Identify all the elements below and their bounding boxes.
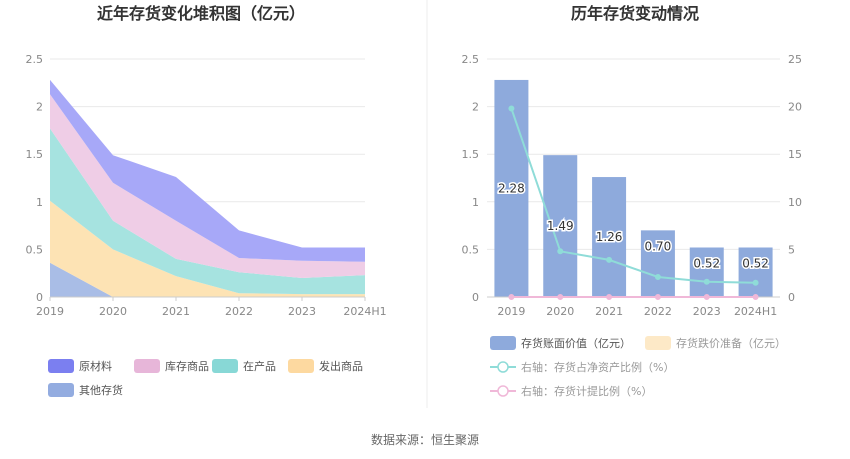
legend-label: 原材料 xyxy=(79,359,112,373)
line-point xyxy=(508,294,515,300)
line-point xyxy=(508,105,515,112)
inventory-bar-line-chart: 0 0.5 1 1.5 2 2.5 0 5 10 15 20 25 2019 2020 2021 2022 20… xyxy=(462,53,803,398)
x-tick-label: 2020 xyxy=(546,305,574,318)
line-point xyxy=(654,274,661,281)
legend-swatch xyxy=(48,359,74,373)
y2-tick-label: 5 xyxy=(788,243,795,256)
y-tick-label: 0.5 xyxy=(26,243,44,256)
y-tick-label: 1.5 xyxy=(26,148,44,161)
y-tick-label: 1.5 xyxy=(462,148,480,161)
bar-data-label: 2.28 xyxy=(498,181,525,195)
ratio-line-net-assets xyxy=(510,108,756,284)
legend-swatch xyxy=(48,383,74,397)
legend-swatch xyxy=(645,336,671,350)
legend-swatch xyxy=(288,359,314,373)
bar-data-label: 0.70 xyxy=(645,239,672,253)
y2-tick-label: 15 xyxy=(788,148,802,161)
line-point xyxy=(606,256,613,263)
y-tick-label: 2.5 xyxy=(462,53,480,66)
y-tick-label: 1 xyxy=(36,196,43,209)
bar-data-label: 1.49 xyxy=(547,219,574,233)
x-tick-label: 2019 xyxy=(36,305,64,318)
data-source-note: 数据来源：恒生聚源 xyxy=(371,432,479,447)
x-tick-label: 2022 xyxy=(644,305,672,318)
legend-swatch xyxy=(212,359,238,373)
line-point xyxy=(557,294,564,300)
y-tick-label: 2 xyxy=(36,101,43,114)
x-tick-label: 2020 xyxy=(99,305,127,318)
y-tick-label: 0 xyxy=(472,291,479,304)
legend-label: 在产品 xyxy=(243,359,276,373)
area-series-2 xyxy=(50,200,365,297)
line-point xyxy=(606,294,613,300)
line-point xyxy=(557,248,564,255)
area-series-4 xyxy=(50,94,365,278)
x-tick-label: 2024H1 xyxy=(734,305,777,318)
line-point xyxy=(752,294,759,300)
area-series-1 xyxy=(50,262,365,297)
stacked-area-chart: 0 0.5 1 1.5 2 2.5 2019 2020 2021 2022 2023 2024H1 原材… xyxy=(26,53,387,397)
x-tick-label: 2021 xyxy=(162,305,190,318)
area-series-3 xyxy=(50,128,365,295)
legend-swatch xyxy=(134,359,160,373)
left-chart-title: 近年存货变化堆积图（亿元） xyxy=(97,4,305,23)
bar xyxy=(738,247,773,297)
y-tick-label: 2.5 xyxy=(26,53,44,66)
line-point xyxy=(654,294,661,300)
x-tick-label: 2023 xyxy=(288,305,316,318)
y-tick-label: 0.5 xyxy=(462,243,480,256)
bar xyxy=(640,230,675,297)
legend-marker xyxy=(497,385,509,397)
x-tick-label: 2024H1 xyxy=(343,305,386,318)
y2-tick-label: 25 xyxy=(788,53,802,66)
x-tick-label: 2022 xyxy=(225,305,253,318)
bar xyxy=(689,247,724,297)
y-tick-label: 1 xyxy=(472,196,479,209)
line-point xyxy=(752,279,759,286)
bar xyxy=(592,177,627,297)
y2-tick-label: 20 xyxy=(788,101,802,114)
x-tick-label: 2021 xyxy=(595,305,623,318)
legend-label: 存货跌价准备（亿元） xyxy=(676,336,786,350)
legend-label: 存货账面价值（亿元） xyxy=(521,336,631,350)
y-tick-label: 0 xyxy=(36,291,43,304)
bar xyxy=(543,155,578,297)
area-series-5 xyxy=(50,79,365,262)
y-tick-label: 2 xyxy=(472,101,479,114)
bar-data-label: 0.52 xyxy=(693,256,720,270)
line-point xyxy=(703,278,710,285)
right-chart-title: 历年存货变动情况 xyxy=(571,4,699,23)
legend-label: 右轴：存货计提比例（%） xyxy=(521,384,652,398)
x-tick-label: 2023 xyxy=(693,305,721,318)
bar xyxy=(494,79,529,297)
line-point xyxy=(703,294,710,300)
legend-marker xyxy=(497,361,509,373)
legend-label: 库存商品 xyxy=(165,359,209,373)
legend-label: 右轴：存货占净资产比例（%） xyxy=(521,360,674,374)
y2-tick-label: 10 xyxy=(788,196,802,209)
y2-tick-label: 0 xyxy=(788,291,795,304)
legend-label: 发出商品 xyxy=(319,359,363,373)
legend-label: 其他存货 xyxy=(79,383,123,397)
legend-swatch xyxy=(490,336,516,350)
bar-data-label: 1.26 xyxy=(596,230,623,244)
bar-data-label: 0.52 xyxy=(742,256,769,270)
x-tick-label: 2019 xyxy=(497,305,525,318)
